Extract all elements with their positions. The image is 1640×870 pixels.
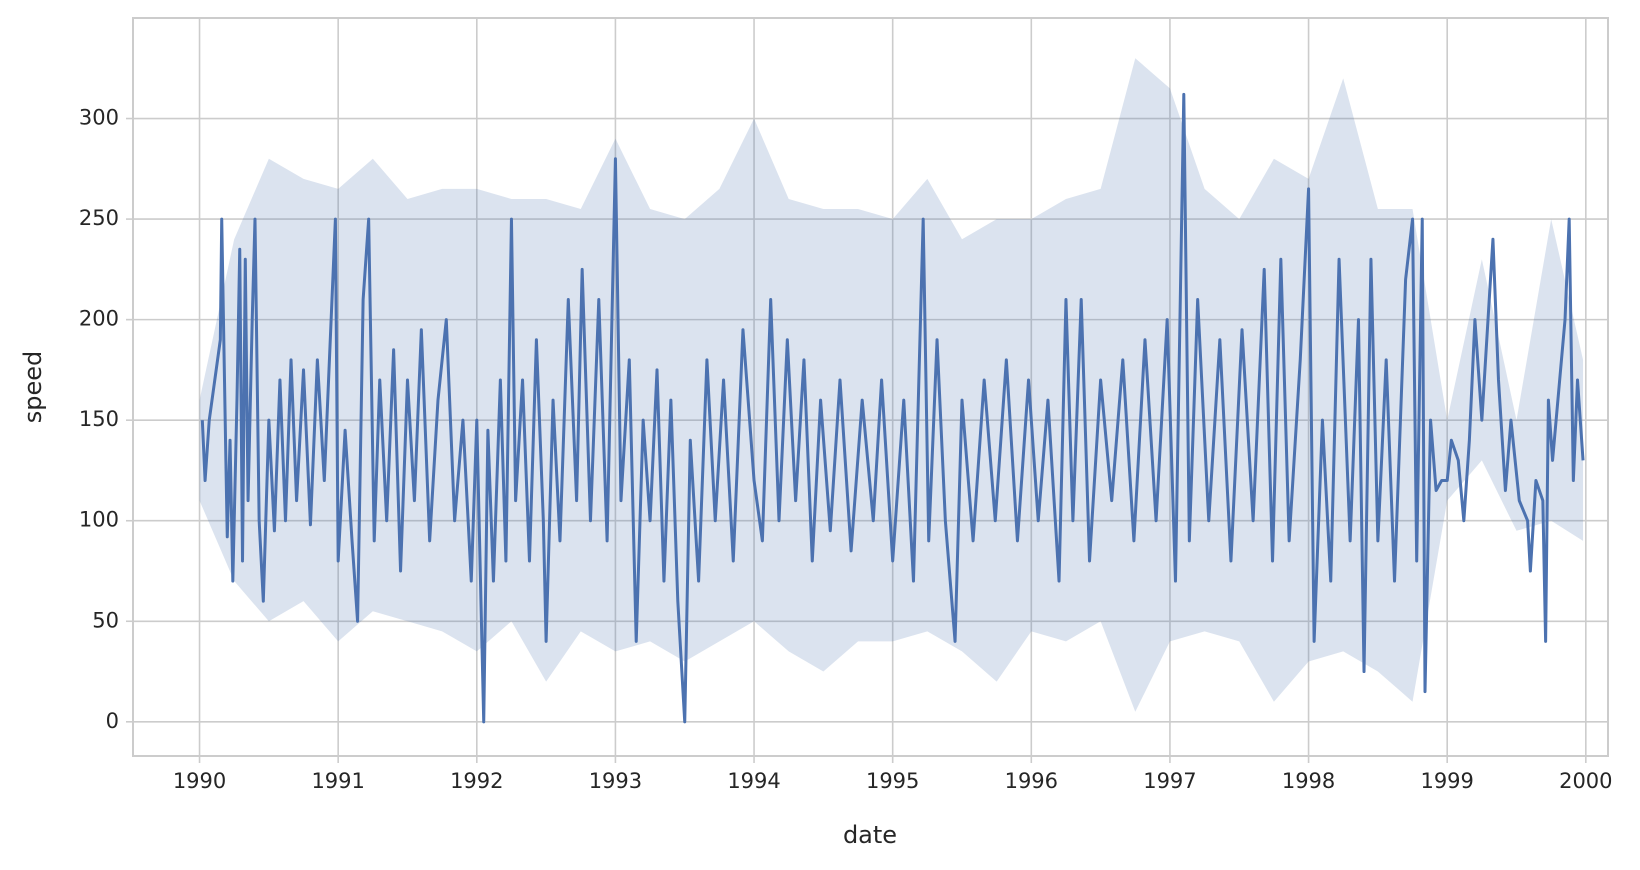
x-tick-label: 1996 — [1005, 769, 1058, 793]
x-tick-label: 1992 — [450, 769, 503, 793]
x-tick-label: 1999 — [1420, 769, 1473, 793]
y-tick-label: 0 — [106, 709, 119, 733]
y-tick-label: 150 — [79, 407, 119, 431]
y-tick-label: 300 — [79, 106, 119, 130]
x-tick-label: 1995 — [866, 769, 919, 793]
x-tick-label: 1993 — [589, 769, 642, 793]
x-tick-label: 1994 — [727, 769, 780, 793]
y-tick-label: 250 — [79, 206, 119, 230]
x-axis-label: date — [843, 821, 897, 849]
x-tick-label: 1991 — [311, 769, 364, 793]
x-tick-label: 1990 — [173, 769, 226, 793]
x-tick-label: 1998 — [1282, 769, 1335, 793]
data-line — [200, 92, 1585, 724]
y-tick-label: 200 — [79, 307, 119, 331]
y-axis-label: speed — [19, 351, 47, 424]
x-tick-label: 1997 — [1143, 769, 1196, 793]
x-tick-label: 2000 — [1559, 769, 1612, 793]
y-tick-label: 50 — [92, 608, 119, 632]
y-tick-label: 100 — [79, 508, 119, 532]
axes-frame — [132, 17, 1609, 757]
